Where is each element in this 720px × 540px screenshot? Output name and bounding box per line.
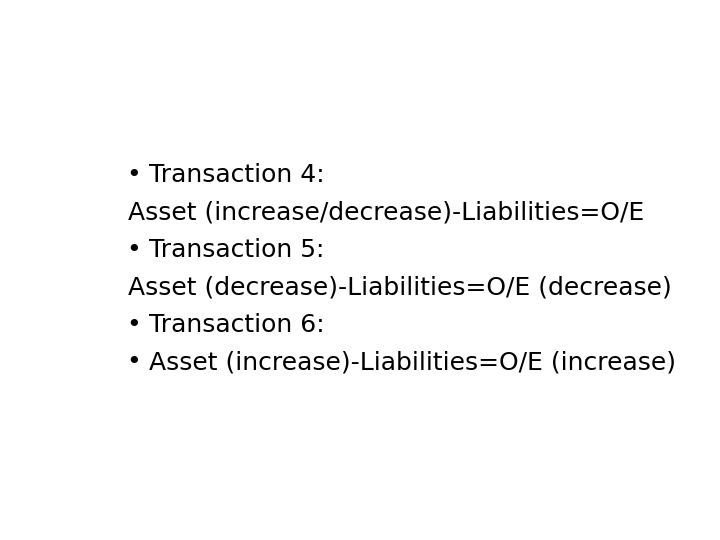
Text: Transaction 5:: Transaction 5:: [148, 238, 324, 262]
Text: •: •: [126, 313, 141, 336]
Text: Asset (increase)-Liabilities=O/E (increase): Asset (increase)-Liabilities=O/E (increa…: [148, 350, 675, 374]
Text: Asset (decrease)-Liabilities=O/E (decrease): Asset (decrease)-Liabilities=O/E (decrea…: [128, 275, 672, 299]
Text: Transaction 6:: Transaction 6:: [148, 313, 324, 336]
Text: •: •: [126, 238, 141, 262]
Text: Transaction 4:: Transaction 4:: [148, 163, 324, 187]
Text: Asset (increase/decrease)-Liabilities=O/E: Asset (increase/decrease)-Liabilities=O/…: [128, 200, 644, 225]
Text: •: •: [126, 163, 141, 187]
Text: •: •: [126, 350, 141, 374]
